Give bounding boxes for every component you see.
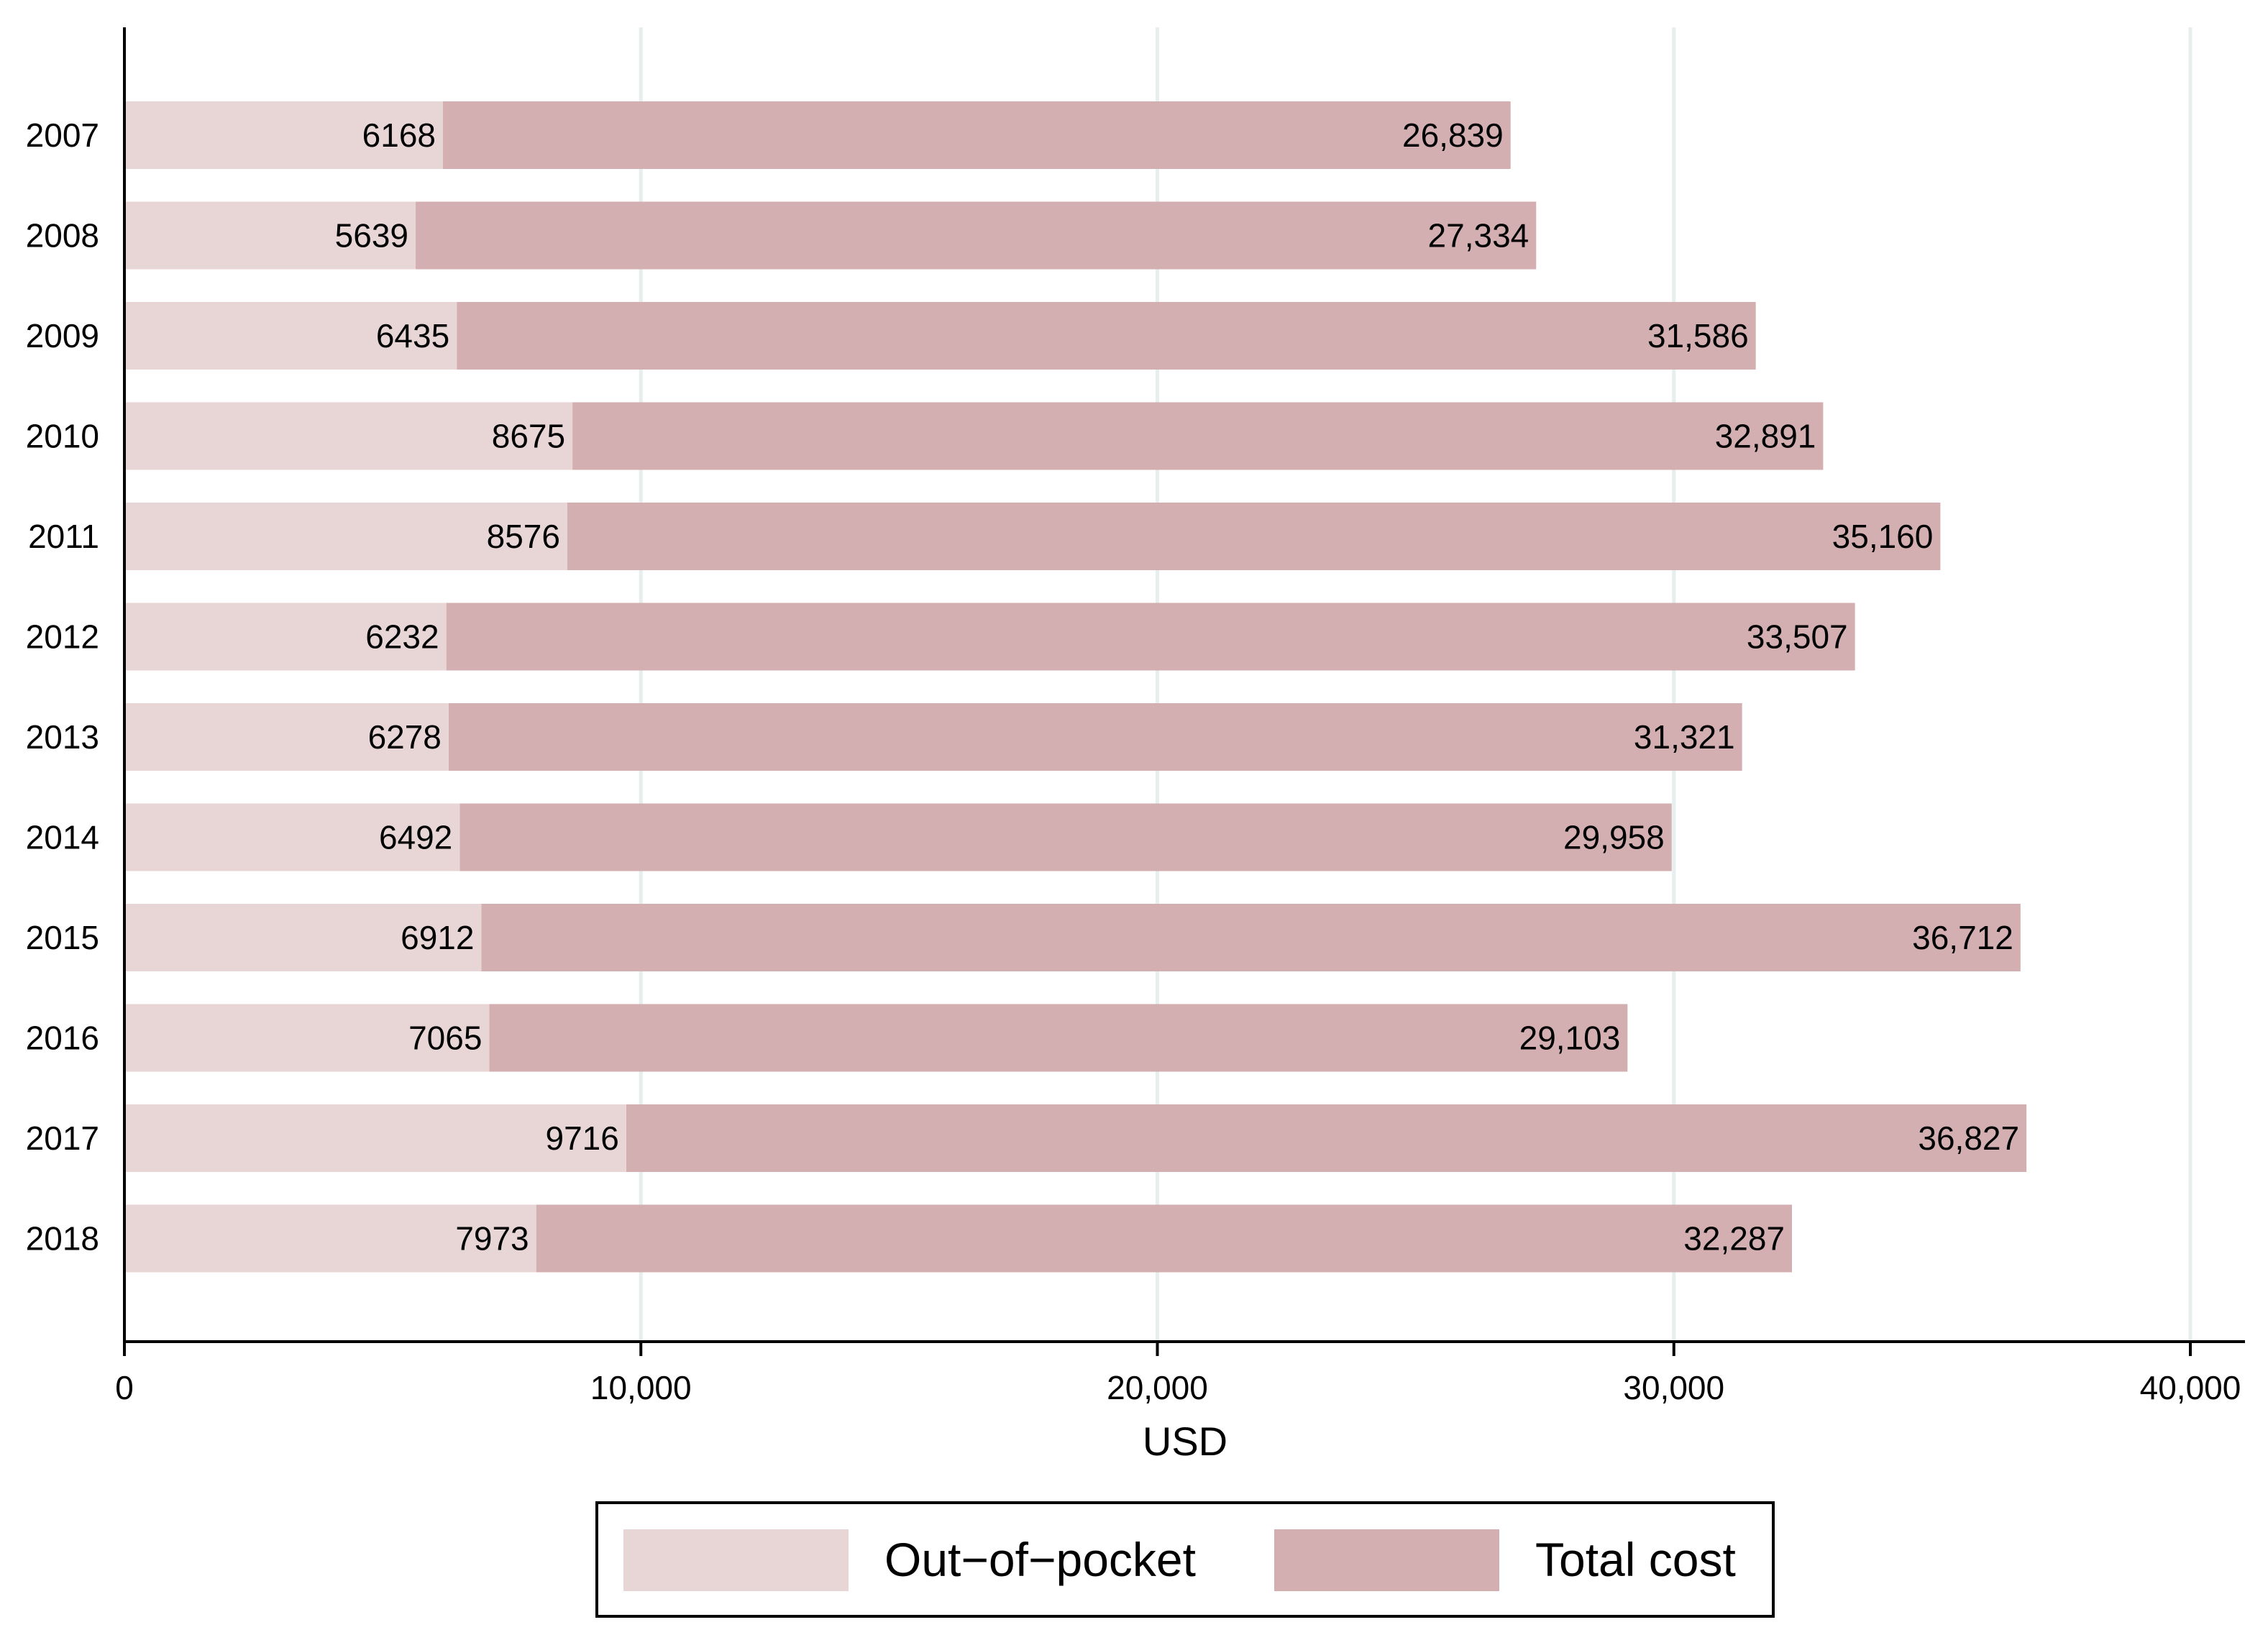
bar-total-cost-2008 — [416, 201, 1537, 270]
x-tick-label: 10,000 — [590, 1369, 692, 1406]
category-label-2011: 2011 — [28, 518, 99, 555]
value-label-total-cost-2008: 27,334 — [1428, 217, 1529, 255]
category-label-2013: 2013 — [26, 718, 99, 756]
value-label-out-of-pocket-2008: 5639 — [335, 217, 408, 255]
bar-out-of-pocket-2008 — [124, 201, 416, 270]
category-label-2010: 2010 — [26, 418, 99, 455]
bar-out-of-pocket-2007 — [124, 101, 444, 169]
value-label-out-of-pocket-2018: 7973 — [455, 1220, 529, 1258]
value-label-total-cost-2010: 32,891 — [1715, 418, 1816, 455]
bars — [124, 101, 2027, 1273]
bar-total-cost-2018 — [536, 1204, 1793, 1273]
bar-out-of-pocket-2015 — [124, 904, 482, 971]
x-tick-label: 0 — [115, 1369, 134, 1406]
value-labels: 6168 26,839 5639 27,334 6435 31,586 8675 32,891… — [335, 116, 2019, 1258]
value-label-out-of-pocket-2016: 7065 — [408, 1020, 482, 1057]
bar-out-of-pocket-2009 — [124, 302, 457, 370]
category-label-2015: 2015 — [26, 919, 99, 956]
legend-label-total-cost: Total cost — [1535, 1533, 1736, 1586]
category-label-2012: 2012 — [26, 618, 99, 656]
category-labels: 2007 2008 2009 2010 2011 2012 2013 2014 2015 2016… — [26, 116, 99, 1258]
x-tick-label: 40,000 — [2140, 1369, 2241, 1406]
category-label-2017: 2017 — [26, 1119, 99, 1157]
value-label-total-cost-2015: 36,712 — [1912, 919, 2013, 956]
value-label-total-cost-2018: 32,287 — [1683, 1220, 1785, 1258]
bar-out-of-pocket-2014 — [124, 803, 460, 871]
category-label-2008: 2008 — [26, 217, 99, 255]
value-label-total-cost-2016: 29,103 — [1519, 1020, 1621, 1057]
value-label-total-cost-2012: 33,507 — [1747, 618, 1848, 656]
value-label-total-cost-2009: 31,586 — [1647, 317, 1749, 354]
bar-out-of-pocket-2013 — [124, 703, 449, 771]
value-label-total-cost-2011: 35,160 — [1832, 518, 1934, 555]
bar-out-of-pocket-2017 — [124, 1104, 626, 1172]
value-label-out-of-pocket-2017: 9716 — [546, 1119, 619, 1157]
category-label-2016: 2016 — [26, 1020, 99, 1057]
bar-out-of-pocket-2016 — [124, 1004, 490, 1072]
category-label-2018: 2018 — [26, 1220, 99, 1258]
value-label-total-cost-2014: 29,958 — [1563, 819, 1665, 856]
bar-out-of-pocket-2011 — [124, 503, 567, 570]
value-label-out-of-pocket-2009: 6435 — [376, 317, 449, 354]
x-tick-label: 30,000 — [1623, 1369, 1724, 1406]
axes — [123, 27, 2245, 1343]
bar-total-cost-2017 — [626, 1104, 2027, 1172]
bar-total-cost-2009 — [457, 302, 1756, 370]
value-label-out-of-pocket-2012: 6232 — [365, 618, 439, 656]
legend-swatch-total-cost — [1274, 1529, 1499, 1591]
value-label-out-of-pocket-2010: 8675 — [492, 418, 565, 455]
category-label-2007: 2007 — [26, 116, 99, 154]
x-ticks: 0 10,000 20,000 30,000 40,000 — [115, 1342, 2241, 1406]
x-axis-title: USD — [1143, 1419, 1227, 1464]
value-label-total-cost-2017: 36,827 — [1918, 1119, 2019, 1157]
value-label-total-cost-2007: 26,839 — [1402, 116, 1504, 154]
bar-total-cost-2011 — [567, 503, 1941, 570]
value-label-out-of-pocket-2011: 8576 — [487, 518, 560, 555]
value-label-total-cost-2013: 31,321 — [1634, 718, 1735, 756]
value-label-out-of-pocket-2014: 6492 — [379, 819, 452, 856]
bar-total-cost-2016 — [489, 1004, 1628, 1072]
legend-swatch-out-of-pocket — [623, 1529, 849, 1591]
category-label-2009: 2009 — [26, 317, 99, 354]
value-label-out-of-pocket-2013: 6278 — [368, 718, 442, 756]
bar-total-cost-2014 — [459, 803, 1672, 871]
bar-out-of-pocket-2018 — [124, 1204, 536, 1273]
legend: Out−of−pocket Total cost — [595, 1501, 1775, 1618]
value-label-out-of-pocket-2007: 6168 — [362, 116, 436, 154]
bar-total-cost-2015 — [481, 904, 2021, 971]
bar-total-cost-2013 — [448, 703, 1742, 771]
value-label-out-of-pocket-2015: 6912 — [401, 919, 474, 956]
bar-out-of-pocket-2012 — [124, 603, 447, 671]
category-label-2014: 2014 — [26, 819, 99, 856]
bar-out-of-pocket-2010 — [124, 402, 573, 470]
legend-label-out-of-pocket: Out−of−pocket — [884, 1533, 1196, 1586]
x-tick-label: 20,000 — [1107, 1369, 1208, 1406]
bar-total-cost-2012 — [446, 603, 1855, 671]
bar-total-cost-2007 — [443, 101, 1511, 169]
bar-total-cost-2010 — [572, 402, 1824, 470]
